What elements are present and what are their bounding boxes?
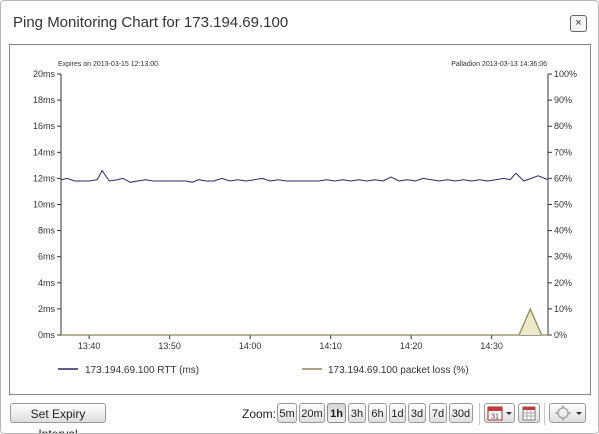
chart-source-text: Palladion 2013-03-13 14:36:06	[451, 61, 547, 68]
packet-loss-area	[61, 308, 548, 335]
calendar-icon: 31	[487, 406, 512, 421]
x-tick-label: 14:30	[480, 341, 503, 351]
y-left-tick-label: 20ms	[33, 69, 56, 79]
y-left-tick-label: 16ms	[33, 121, 56, 131]
chart-area: Expires on 2013-03-15 12:13:00 Palladion …	[9, 44, 591, 395]
settings-menu-button[interactable]	[549, 403, 586, 423]
y-right-tick-label: 30%	[554, 252, 572, 262]
zoom-20m-button[interactable]: 20m	[299, 403, 325, 423]
close-icon: ×	[575, 17, 582, 29]
y-right-tick-label: 40%	[554, 226, 572, 236]
y-right-tick-label: 70%	[554, 147, 572, 157]
x-tick-label: 13:50	[158, 341, 181, 351]
ping-chart: Expires on 2013-03-15 12:13:00 Palladion …	[33, 61, 577, 376]
y-right-tick-label: 20%	[554, 278, 572, 288]
bottom-toolbar: Set Expiry Interval Zoom: 5m 20m 1h 3h 6h 1d 3…	[1, 394, 598, 433]
y-right-tick-label: 0%	[554, 330, 567, 340]
zoom-6h-button[interactable]: 6h	[368, 403, 387, 423]
y-right-tick-label: 60%	[554, 173, 572, 183]
y-left-tick-label: 6ms	[38, 252, 56, 262]
rtt-line	[60, 169, 549, 183]
chart-expiry-text: Expires on 2013-03-15 12:13:00	[58, 61, 158, 68]
packet-loss-line	[61, 307, 548, 336]
legend-loss-label: 173.194.69.100 packet loss (%)	[328, 365, 469, 376]
y-right-tick-label: 100%	[554, 69, 577, 79]
calendar-date-picker-button[interactable]: 31	[484, 403, 515, 423]
y-right-tick-label: 90%	[554, 95, 572, 105]
dialog-title: Ping Monitoring Chart for 173.194.69.100	[13, 14, 289, 31]
y-right-tick-label: 10%	[554, 304, 572, 314]
x-tick-label: 14:20	[400, 341, 423, 351]
y-left-tick-label: 10ms	[33, 200, 56, 210]
zoom-5m-button[interactable]: 5m	[277, 403, 297, 423]
chevron-down-icon	[506, 412, 512, 415]
zoom-3d-button[interactable]: 3d	[408, 403, 426, 423]
zoom-1h-button[interactable]: 1h	[327, 403, 346, 423]
zoom-label: Zoom:	[242, 407, 277, 421]
calendar-grid-icon	[522, 406, 536, 421]
zoom-1d-button[interactable]: 1d	[389, 403, 406, 423]
x-tick-label: 14:00	[239, 341, 262, 351]
calendar-grid-button[interactable]	[518, 403, 540, 423]
toolbar-divider	[479, 403, 480, 425]
y-left-tick-label: 4ms	[38, 278, 56, 288]
y-left-tick-label: 14ms	[33, 147, 56, 157]
close-button[interactable]: ×	[570, 15, 587, 32]
calendar-day-text: 31	[491, 414, 499, 421]
gear-icon	[555, 405, 582, 421]
x-tick-label: 14:10	[319, 341, 342, 351]
zoom-7d-button[interactable]: 7d	[429, 403, 447, 423]
y-left-tick-label: 12ms	[33, 173, 56, 183]
dialog-titlebar: Ping Monitoring Chart for 173.194.69.100…	[1, 1, 598, 45]
y-right-tick-label: 50%	[554, 200, 572, 210]
toolbar-divider	[544, 403, 545, 425]
zoom-3h-button[interactable]: 3h	[348, 403, 366, 423]
chevron-down-icon	[576, 412, 582, 415]
zoom-30d-button[interactable]: 30d	[449, 403, 473, 423]
x-tick-label: 13:40	[78, 341, 101, 351]
y-left-tick-label: 18ms	[33, 95, 56, 105]
y-left-tick-label: 8ms	[38, 226, 56, 236]
y-right-tick-label: 80%	[554, 121, 572, 131]
legend-rtt-label: 173.194.69.100 RTT (ms)	[85, 365, 199, 376]
y-left-tick-label: 2ms	[38, 304, 56, 314]
set-expiry-interval-button[interactable]: Set Expiry Interval	[10, 403, 106, 433]
y-left-tick-label: 0ms	[38, 330, 56, 340]
